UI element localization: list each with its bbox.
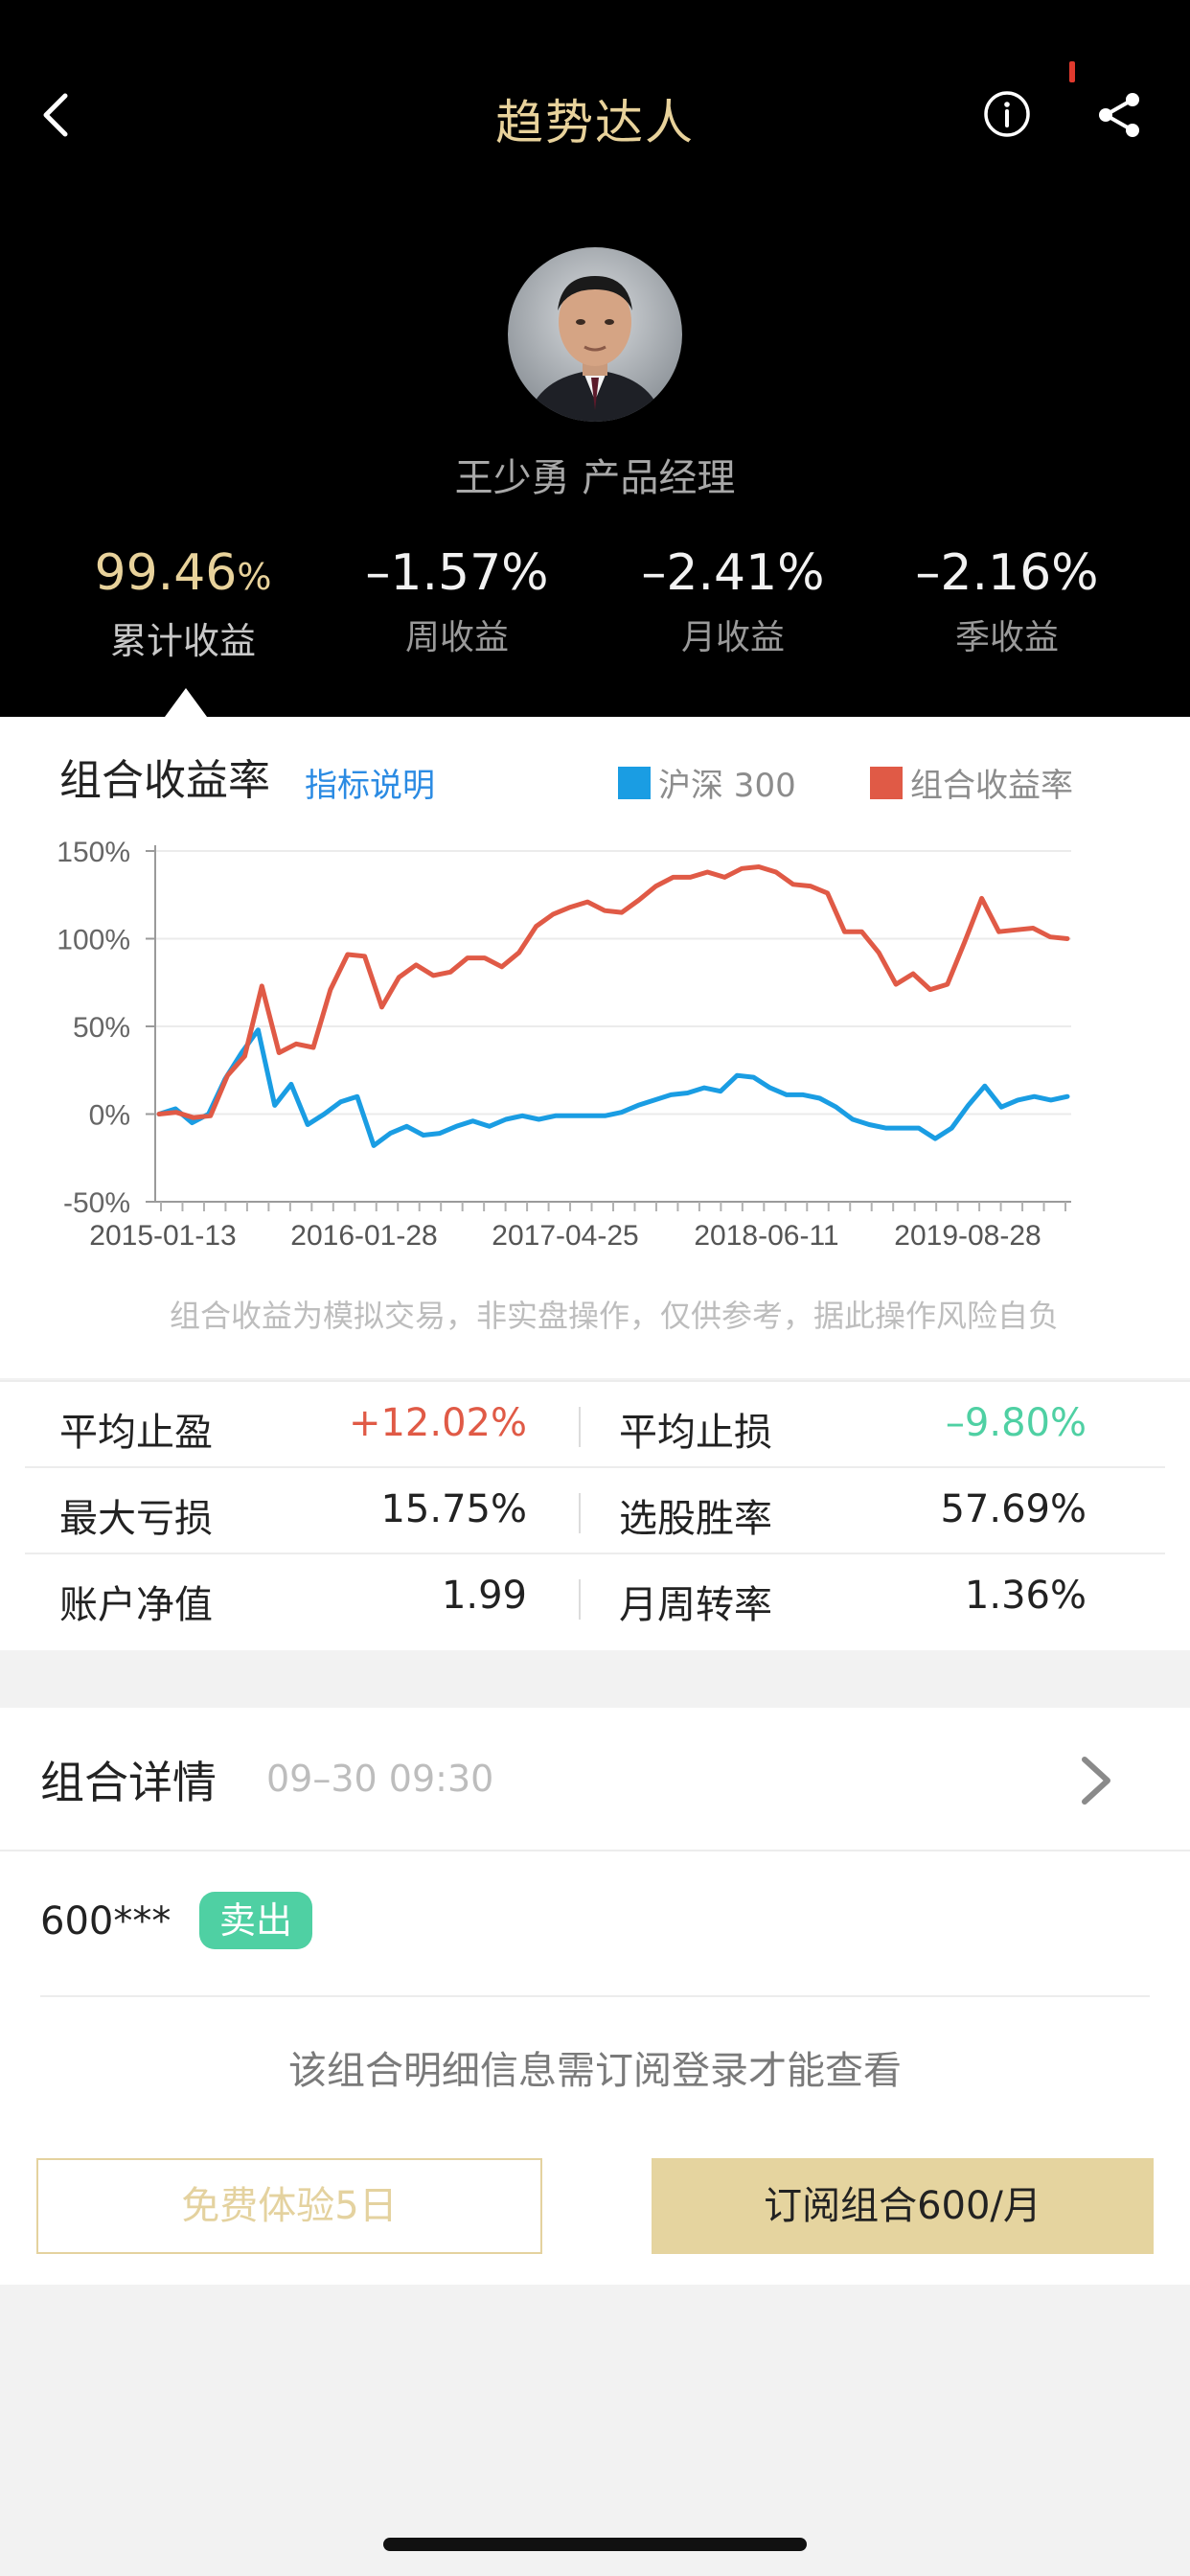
divider (579, 1579, 581, 1620)
legend-swatch (870, 766, 903, 799)
notification-mark (1069, 61, 1075, 82)
chart-title: 组合收益率 (59, 756, 270, 805)
nav-bar: 趋势达人 (0, 61, 1190, 168)
metric-value: 1.99 (441, 1574, 527, 1618)
chart-card: 组合收益率 指标说明 沪深 300 组合收益率 150% 100% 50% 0% -50… (0, 717, 1190, 1378)
share-button[interactable] (1088, 84, 1150, 146)
returns-chart: 150% 100% 50% 0% -50%2015-01-13 2016-01-28 201… (57, 837, 1071, 1252)
legend-swatch (618, 766, 651, 799)
x-tick-label: 2019-08-28 (894, 1220, 1041, 1252)
stat-cumulative[interactable]: 99.46% 累计收益 (34, 544, 332, 664)
x-tick-label: 2017-04-25 (492, 1220, 638, 1252)
page-title: 趋势达人 (495, 95, 695, 150)
x-tick-label: 2016-01-28 (290, 1220, 437, 1252)
stat-value: –2.41% (641, 544, 825, 602)
divider (579, 1493, 581, 1533)
series-line-portfolio (156, 864, 1070, 1120)
details-title: 组合详情 (40, 1757, 217, 1808)
metric-value: 1.36% (964, 1574, 1087, 1618)
home-indicator[interactable] (383, 2538, 807, 2551)
stat-label: 季收益 (954, 618, 1059, 657)
details-card: 组合详情 09–30 09:30 600*** 卖出 该组合明细信息需订阅登录才… (0, 1708, 1190, 2285)
sell-badge: 卖出 (199, 1892, 312, 1949)
metric-label: 月周转率 (619, 1583, 772, 1627)
series-line-hs300 (156, 1027, 1070, 1148)
y-tick-label: 100% (57, 925, 130, 956)
info-button[interactable] (977, 84, 1037, 144)
info-icon (984, 91, 1030, 137)
legend-item-portfolio: 组合收益率 (870, 759, 1073, 806)
metric-label: 选股胜率 (619, 1497, 772, 1541)
details-header[interactable]: 组合详情 09–30 09:30 (0, 1708, 1190, 1852)
details-timestamp: 09–30 09:30 (266, 1758, 494, 1800)
stat-value: –2.16% (915, 544, 1099, 602)
legend-label: 沪深 300 (658, 767, 796, 805)
divider (579, 1407, 581, 1447)
tab-pointer (165, 688, 207, 717)
stat-label: 月收益 (680, 618, 785, 657)
manager-name: 王少勇 产品经理 (454, 456, 736, 500)
metrics-row: 账户净值 1.99 月周转率 1.36% (25, 1554, 1165, 1641)
back-button[interactable] (29, 86, 86, 144)
x-tick-label: 2015-01-13 (89, 1220, 236, 1252)
metric-label: 账户净值 (59, 1583, 213, 1627)
metric-label: 最大亏损 (59, 1497, 213, 1541)
stock-code: 600*** (40, 1899, 172, 1944)
stat-label: 累计收益 (109, 620, 256, 662)
metric-label: 平均止盈 (59, 1411, 213, 1455)
stat-quarterly[interactable]: –2.16% 季收益 (858, 544, 1156, 659)
subscribe-button[interactable]: 订阅组合600/月 (652, 2158, 1154, 2254)
x-tick-label: 2018-06-11 (694, 1220, 838, 1252)
divider (40, 1995, 1150, 1997)
metric-value: –9.80% (945, 1401, 1087, 1445)
chevron-right-icon[interactable] (1071, 1754, 1119, 1807)
stat-value: –1.57% (365, 544, 549, 602)
chevron-left-icon (43, 93, 68, 137)
legend-label: 组合收益率 (910, 767, 1073, 805)
disclaimer-text: 组合收益为模拟交易，非实盘操作，仅供参考，据此操作风险自负 (169, 1298, 1059, 1334)
metrics-row: 最大亏损 15.75% 选股胜率 57.69% (25, 1468, 1165, 1554)
stat-monthly[interactable]: –2.41% 月收益 (584, 544, 881, 659)
y-tick-label: 50% (73, 1012, 130, 1044)
metrics-row: 平均止盈 +12.02% 平均止损 –9.80% (25, 1382, 1165, 1468)
metric-value: 15.75% (380, 1487, 527, 1531)
y-tick-label: 0% (89, 1100, 130, 1132)
metric-label: 平均止损 (619, 1411, 772, 1455)
metric-value: 57.69% (940, 1487, 1087, 1531)
stat-weekly[interactable]: –1.57% 周收益 (309, 544, 606, 659)
free-trial-button[interactable]: 免费体验5日 (36, 2158, 542, 2254)
share-icon (1099, 93, 1139, 137)
legend-item-hs300: 沪深 300 (618, 759, 796, 806)
avatar (508, 247, 682, 422)
stat-value: 99.46% (94, 544, 272, 602)
metric-value: +12.02% (348, 1401, 527, 1445)
header: 趋势达人 (0, 0, 1190, 717)
y-tick-label: -50% (63, 1187, 130, 1219)
stat-label: 周收益 (404, 618, 509, 657)
indicator-info-link[interactable]: 指标说明 (305, 767, 435, 805)
metrics-panel: 平均止盈 +12.02% 平均止损 –9.80% 最大亏损 15.75% 选股胜… (0, 1380, 1190, 1650)
y-tick-label: 150% (57, 837, 130, 868)
subscription-notice: 该组合明细信息需订阅登录才能查看 (288, 2049, 902, 2093)
